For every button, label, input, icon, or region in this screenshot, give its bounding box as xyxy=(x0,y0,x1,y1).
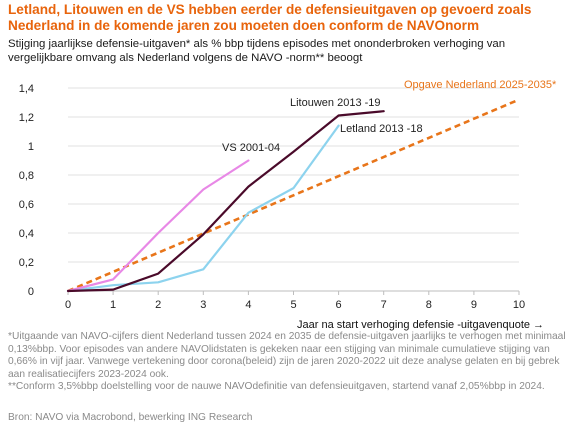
x-tick-label: 5 xyxy=(290,299,296,311)
series-label-2: Litouwen 2013 -19 xyxy=(290,97,381,109)
line-chart: 0 0,2 0,4 0,6 0,8 1 1,2 1,4 0 1 2 3 4 5 6 7 8 9 10 Jaar na … xyxy=(19,79,557,331)
chart-subtitle: Stijging jaarlijkse defensie-uitgaven* a… xyxy=(8,38,506,64)
y-tick-label: 0,6 xyxy=(19,199,34,211)
series-line-4 xyxy=(67,98,520,293)
series-line-3 xyxy=(66,124,340,293)
x-tick-label: 2 xyxy=(155,299,161,311)
y-tick-label: 1,2 xyxy=(19,112,34,124)
chart-title: Letland, Litouwen en de VS hebben eerder… xyxy=(8,2,532,33)
footnote-2: **Conform 3,5%bbp doelstelling voor de n… xyxy=(8,381,545,393)
y-tick-label: 1 xyxy=(28,141,34,153)
footnotes: *Uitgaande van NAVO-cijfers dient Nederl… xyxy=(8,331,568,394)
x-tick-label: 3 xyxy=(200,299,206,311)
series-label-4: Opgave Nederland 2025-2035* xyxy=(404,79,557,91)
x-tick-label: 10 xyxy=(513,299,525,311)
series-label-1: VS 2001-04 xyxy=(222,142,280,154)
series-line-1 xyxy=(66,159,250,293)
x-axis-label: Jaar na start verhoging defensie -uitgav… xyxy=(297,319,544,331)
x-tick-label: 4 xyxy=(245,299,251,311)
x-tick-label: 1 xyxy=(110,299,116,311)
footnote-1: *Uitgaande van NAVO-cijfers dient Nederl… xyxy=(8,331,566,380)
y-tick-label: 0 xyxy=(28,286,34,298)
x-tick-label: 9 xyxy=(471,299,477,311)
x-tick-label: 8 xyxy=(426,299,432,311)
y-tick-label: 0,2 xyxy=(19,257,34,269)
x-tick-label: 6 xyxy=(336,299,342,311)
series-line-2 xyxy=(66,110,385,293)
y-tick-label: 1,4 xyxy=(19,83,34,95)
source-note: Bron: NAVO via Macrobond, bewerking ING … xyxy=(8,412,253,423)
series-label-3: Letland 2013 -18 xyxy=(340,123,423,135)
x-tick-label: 7 xyxy=(381,299,387,311)
x-tick-label: 0 xyxy=(65,299,71,311)
y-tick-label: 0,8 xyxy=(19,170,34,182)
y-tick-label: 0,4 xyxy=(19,228,34,240)
